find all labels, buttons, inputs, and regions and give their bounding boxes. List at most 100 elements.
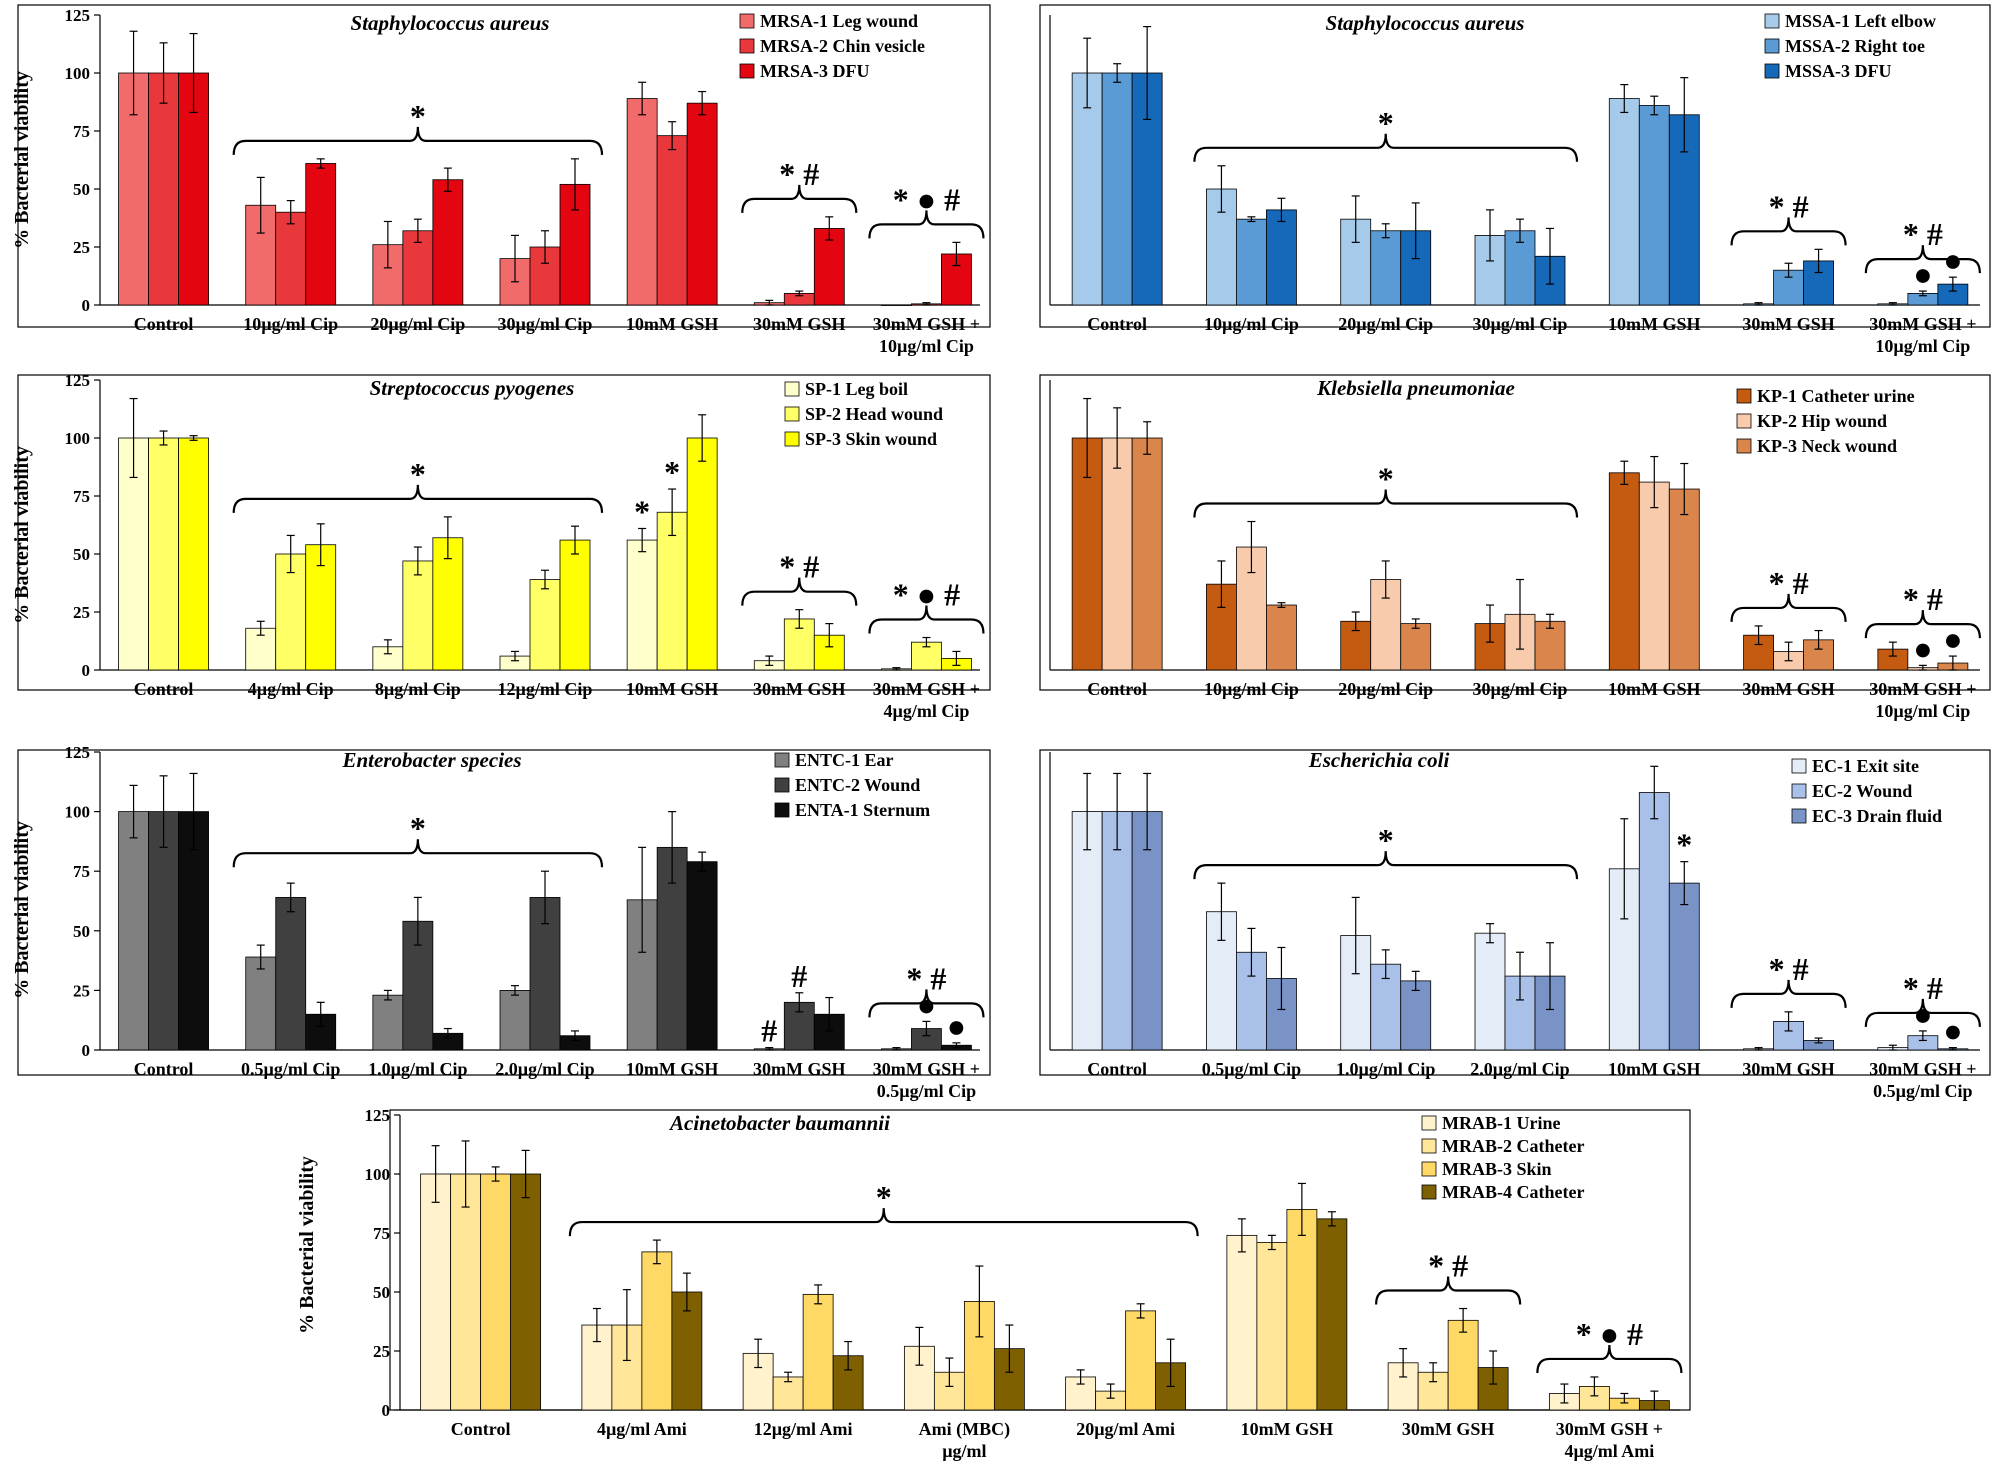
panel-frame [1039,374,1991,691]
significance-brace [232,839,604,868]
significance-marker: ● [1943,1013,1962,1049]
bar [178,437,209,671]
bar [178,811,209,1051]
legend-label: ENTC-1 Ear [795,750,894,770]
panel-frame [17,374,991,691]
bar [275,897,307,1051]
bar [372,244,404,306]
legend-label: SP-3 Skin wound [805,429,937,449]
legend-label: KP-3 Neck wound [1757,436,1897,456]
category-label: Control [134,679,194,699]
significance-brace [1536,1344,1683,1373]
y-tick-label: 0 [82,1041,91,1060]
bar [1266,604,1297,671]
legend-swatch [1791,758,1807,774]
bar [529,579,561,671]
significance-marker: ● [1943,621,1962,657]
bar [148,72,179,306]
category-label: 2.0µg/ml Cip [1470,1059,1569,1079]
legend-swatch [1421,1115,1437,1131]
significance-brace [1864,610,1981,639]
bar [1608,472,1640,671]
significance-brace [1193,489,1579,518]
significance-brace [1193,851,1579,880]
bar [559,539,591,671]
y-tick-label: 100 [65,64,91,83]
y-tick-label: 75 [73,122,90,141]
significance-marker: * [410,456,426,492]
legend-label: MRSA-3 DFU [760,61,870,81]
significance-marker: * ● # [1576,1316,1643,1352]
category-label: 30mM GSH [1742,679,1835,699]
bar [1256,1242,1288,1411]
chart-panel: 0 25 50 75 100 125 % Bacterial viability Entero… [11,743,991,1101]
legend-label: MRAB-4 Catheter [1442,1182,1584,1202]
bar [1236,218,1267,306]
significance-marker: * # [1903,216,1943,252]
category-label: 30mM GSH [1402,1419,1495,1439]
bar [420,1173,452,1411]
y-tick-label: 125 [65,743,91,762]
significance-brace [1864,245,1981,274]
category-label: 1.0µg/ml Cip [1336,1059,1435,1079]
category-label: 12µg/ml Ami [754,1419,853,1439]
bar [1266,209,1297,306]
bar [1316,1218,1348,1411]
legend-swatch [1421,1138,1437,1154]
category-label: 4µg/ml Cip [248,679,334,699]
significance-marker: * [634,493,650,529]
category-label: 20µg/ml Ami [1076,1419,1175,1439]
bar [626,98,658,306]
chart-title: Escherichia coli [1308,748,1450,772]
category-label: 4µg/ml Cip [883,701,969,721]
category-label: 10µg/ml Cip [1875,701,1970,721]
legend-swatch [1791,808,1807,824]
significance-marker: * # [1903,581,1943,617]
y-tick-label: 100 [365,1165,391,1184]
category-label: Control [1087,1059,1147,1079]
significance-marker: * # [1428,1248,1468,1284]
category-label: 30mM GSH + [1556,1419,1663,1439]
legend-label: EC-3 Drain fluid [1812,806,1942,826]
bar [118,811,149,1051]
significance-marker: * [664,454,680,490]
category-label: 4µg/ml Ami [1564,1441,1654,1461]
category-label: µg/ml [942,1441,986,1461]
chart-panel: 0 25 50 75 100 125 % Bacterial viability Acinet… [296,1106,1691,1461]
legend-label: ENTC-2 Wound [795,775,920,795]
legend-label: MRAB-1 Urine [1442,1113,1560,1133]
legend-swatch [1736,413,1752,429]
chart-panel: 0 25 50 75 100 125 % Bacterial viability Staphy… [11,4,991,356]
significance-brace [1193,133,1579,162]
category-label: 2.0µg/ml Cip [495,1059,594,1079]
category-label: Control [134,314,194,334]
legend-swatch [739,38,755,54]
bar [1286,1209,1318,1411]
category-label: 10µg/ml Cip [1204,314,1299,334]
category-label: 30mM GSH + [1869,1059,1976,1079]
bar [1608,98,1640,306]
significance-brace [741,184,858,213]
bar [686,861,718,1051]
bar [656,135,688,306]
significance-marker: * # [1769,565,1809,601]
legend-swatch [1736,438,1752,454]
legend-label: MRAB-3 Skin [1442,1159,1552,1179]
legend-swatch [774,777,790,793]
significance-marker: ● [947,1008,966,1044]
bar [1668,488,1700,671]
bar [1400,623,1432,671]
y-tick-label: 75 [373,1224,390,1243]
bar [432,537,464,671]
legend-label: ENTA-1 Sternum [795,800,930,820]
significance-brace [868,989,985,1018]
category-label: 30mM GSH + [1869,679,1976,699]
bar [802,1293,834,1411]
legend-label: MSSA-2 Right toe [1785,36,1925,56]
chart-panel: Staphylococcus aureus Control 10µg/ml Cip 2… [1039,4,1991,356]
bar [118,72,149,306]
legend-label: SP-1 Leg boil [805,379,908,399]
legend-swatch [774,752,790,768]
category-label: 0.5µg/ml Cip [1873,1081,1972,1101]
bar [1226,1234,1258,1411]
